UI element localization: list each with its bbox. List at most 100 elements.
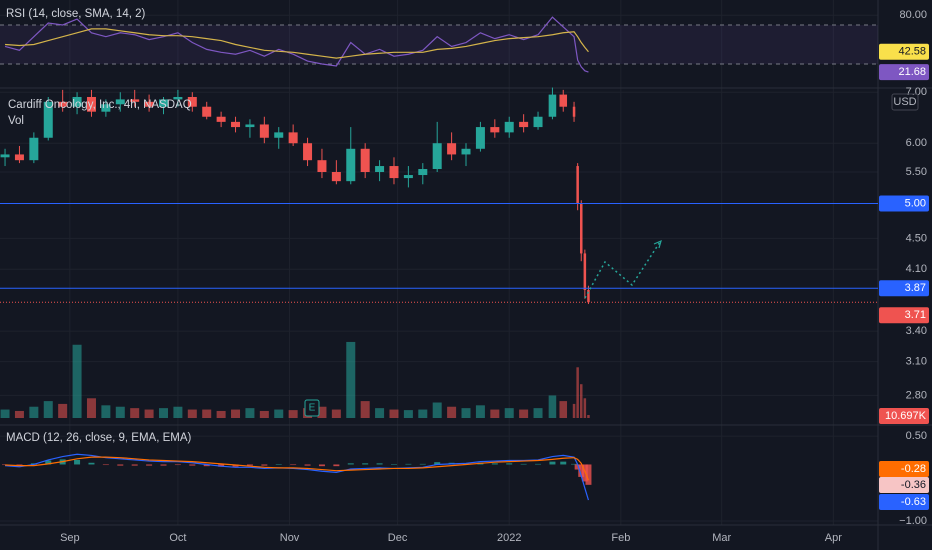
candle-body: [576, 166, 579, 204]
macd-histogram-bar: [571, 463, 578, 465]
candle-body: [331, 172, 341, 182]
axis-value-box: [879, 408, 929, 424]
y-tick-label: −1.00: [899, 515, 927, 527]
candle-body: [375, 166, 385, 173]
volume-bar: [447, 406, 457, 418]
candle-body: [447, 143, 457, 155]
macd-histogram-bar: [520, 463, 527, 465]
macd-histogram-bar: [581, 464, 588, 482]
macd-histogram-bar: [333, 464, 340, 467]
y-tick-label: 4.10: [906, 263, 927, 275]
macd-histogram-bar: [203, 464, 210, 467]
volume-bar: [86, 398, 96, 418]
axis-value-label: -0.36: [901, 479, 926, 491]
volume-bar: [576, 367, 579, 418]
macd-histogram-bar: [246, 464, 253, 466]
rsi-title: RSI (14, close, SMA, 14, 2): [6, 8, 146, 20]
candle-body: [548, 94, 557, 117]
volume-bar: [389, 409, 399, 418]
currency-box[interactable]: [891, 93, 919, 111]
candle-body: [360, 148, 370, 173]
candle-body: [475, 127, 485, 149]
y-tick-label: 6.00: [906, 137, 927, 149]
axis-value-label: -0.28: [901, 463, 926, 475]
candle-body: [187, 96, 197, 107]
axis-value-label: -0.63: [901, 496, 926, 508]
candle-body: [432, 143, 442, 170]
volume-bar: [216, 410, 226, 418]
candle-body: [274, 132, 284, 138]
macd-histogram-bar: [578, 464, 585, 477]
volume-bar: [245, 408, 255, 418]
candle-body: [579, 203, 583, 254]
x-tick-label: 2022: [497, 532, 521, 544]
candle-body: [43, 101, 53, 138]
macd-histogram-bar: [174, 464, 181, 466]
volume-bar: [475, 405, 485, 418]
volume-bar: [29, 406, 39, 418]
candle-body: [490, 127, 500, 133]
candle-body: [144, 101, 154, 107]
candle-body: [0, 154, 10, 158]
volume-bar: [432, 402, 442, 418]
candle-body: [572, 106, 576, 117]
volume-bar: [288, 410, 298, 418]
symbol-title: Cardiff Oncology, Inc., 4h, NASDAQ: [8, 99, 192, 111]
candle-body: [101, 104, 111, 112]
axis-value-label: 21.68: [898, 66, 926, 78]
volume-bar: [72, 344, 82, 418]
x-tick-label: Nov: [280, 532, 300, 544]
candle-body: [317, 160, 327, 173]
earnings-icon[interactable]: [304, 399, 320, 417]
y-tick-label: 7.00: [906, 86, 927, 98]
candle-body: [587, 290, 590, 303]
axis-value-label: 3.87: [905, 282, 926, 294]
x-tick-label: Apr: [825, 532, 842, 544]
axis-value-box: [879, 195, 929, 212]
volume-bar: [187, 409, 197, 418]
axis-value-label: 3.71: [905, 309, 926, 321]
x-tick-label: Feb: [611, 532, 630, 544]
macd-histogram-bar: [390, 464, 397, 465]
x-tick-label: Sep: [60, 532, 80, 544]
volume-bar: [202, 409, 212, 418]
candle-body: [245, 124, 255, 128]
candle-body: [58, 101, 68, 107]
candle-body: [583, 253, 587, 291]
candle-body: [202, 106, 212, 117]
projection-arrow: [653, 239, 662, 249]
macd-histogram-bar: [535, 463, 542, 465]
candle-body: [14, 154, 24, 161]
volume-bar: [548, 395, 557, 418]
volume-bar: [403, 410, 413, 418]
macd-histogram-bar: [102, 464, 109, 466]
candle-body: [559, 94, 568, 107]
currency: USD: [893, 96, 916, 108]
volume-bar: [572, 403, 576, 418]
candle-body: [158, 99, 168, 107]
volume-bar: [490, 409, 500, 418]
candle-body: [519, 121, 529, 128]
macd-histogram-bar: [275, 464, 282, 465]
candle-body: [86, 96, 96, 112]
volume-bar: [587, 414, 590, 418]
candle-body: [461, 148, 471, 155]
candle-body: [303, 143, 313, 161]
axis-value-box: [879, 64, 929, 81]
axis-value-label: 42.58: [898, 46, 926, 58]
macd-histogram-bar: [419, 463, 426, 465]
macd-histogram-bar: [2, 464, 9, 466]
macd-histogram-bar: [45, 460, 52, 465]
candle-body: [389, 166, 399, 179]
volume-bar: [231, 409, 241, 418]
axis-value-box: [879, 280, 929, 297]
volume-bar: [274, 409, 284, 418]
candle-body: [504, 121, 514, 133]
candle-body: [533, 116, 543, 128]
volume-bar: [14, 410, 24, 418]
volume-bar: [504, 408, 514, 418]
y-tick-label: 0.50: [906, 430, 927, 442]
volume-bar: [0, 409, 10, 418]
